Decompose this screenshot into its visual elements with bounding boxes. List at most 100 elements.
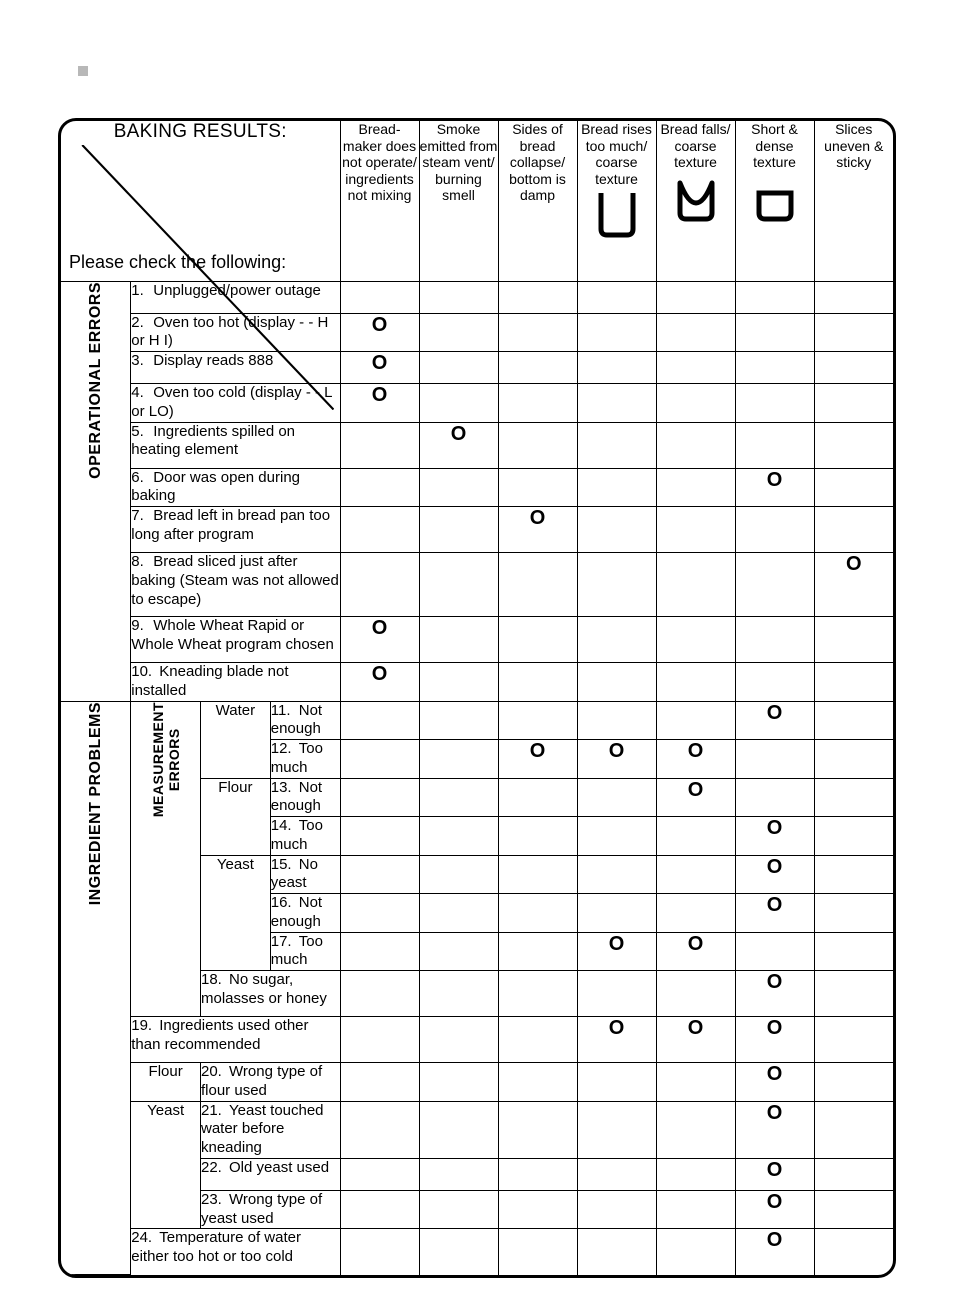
mark-cell <box>814 468 893 507</box>
mark-cell <box>814 313 893 352</box>
col-head-label: Sides of bread collapse/ bottom is damp <box>509 121 566 203</box>
sub-yeast: Yeast <box>201 855 271 971</box>
mark-cell: O <box>735 971 814 1017</box>
mark-cell <box>814 971 893 1017</box>
table-row: OPERATIONAL ERRORS 1.Unplugged/power out… <box>61 281 893 313</box>
mark-cell <box>656 1101 735 1158</box>
mark-cell <box>577 894 656 933</box>
cause-cell: 20.Wrong type of flour used <box>201 1063 341 1102</box>
mark-cell <box>419 894 498 933</box>
mark-cell <box>340 932 419 971</box>
mark-cell <box>814 422 893 468</box>
mark-cell: O <box>656 778 735 817</box>
sub-flour-2: Flour <box>131 1063 201 1102</box>
cause-cell: 6.Door was open during baking <box>131 468 340 507</box>
mark-cell <box>814 894 893 933</box>
mark-cell: O <box>656 740 735 779</box>
mark-cell <box>735 663 814 702</box>
mark-cell <box>419 932 498 971</box>
mark-cell <box>814 507 893 553</box>
mark-cell <box>577 971 656 1017</box>
mark-cell: O <box>735 817 814 856</box>
mark-cell <box>498 701 577 740</box>
mark-cell <box>498 971 577 1017</box>
troubleshooting-chart: BAKING RESULTS: Please check the followi… <box>58 118 896 1278</box>
mark-cell <box>498 894 577 933</box>
cause-cell: 22.Old yeast used <box>201 1158 341 1190</box>
mark-cell <box>656 1229 735 1275</box>
mark-cell <box>577 1158 656 1190</box>
mark-cell <box>419 663 498 702</box>
mark-cell <box>340 1158 419 1190</box>
table-row: 5.Ingredients spilled on heating element… <box>61 422 893 468</box>
col-head-c1: Bread- maker does not operate/ ingredien… <box>340 121 419 281</box>
section-measurement: MEASUREMENT ERRORS <box>131 701 201 1017</box>
mark-cell: O <box>340 384 419 423</box>
cause-cell: 23.Wrong type of yeast used <box>201 1190 341 1229</box>
mark-cell <box>577 663 656 702</box>
loaf-tall-icon <box>593 193 641 239</box>
mark-cell <box>656 507 735 553</box>
sub-water: Water <box>201 701 271 778</box>
section-operational: OPERATIONAL ERRORS <box>61 281 131 701</box>
mark-cell <box>656 971 735 1017</box>
mark-cell <box>814 617 893 663</box>
col-head-c2: Smoke emitted from steam vent/ burning s… <box>419 121 498 281</box>
mark-cell <box>656 468 735 507</box>
mark-cell <box>735 352 814 384</box>
mark-cell <box>498 313 577 352</box>
cause-cell: 11.Not enough <box>270 701 340 740</box>
mark-cell <box>656 313 735 352</box>
cause-cell: 18.No sugar, molasses or honey <box>201 971 341 1017</box>
mark-cell <box>814 1017 893 1063</box>
table-row: Flour 20.Wrong type of flour used O <box>61 1063 893 1102</box>
mark-cell: O <box>735 894 814 933</box>
mark-cell: O <box>735 1229 814 1275</box>
cause-text: Door was open during baking <box>131 469 300 505</box>
mark-cell <box>577 384 656 423</box>
col-head-c4: Bread rises too much/ coarse texture <box>577 121 656 281</box>
mark-cell: O <box>735 1063 814 1102</box>
mark-cell <box>577 1101 656 1158</box>
mark-cell <box>735 281 814 313</box>
loaf-short-icon <box>751 177 799 223</box>
mark-cell <box>419 313 498 352</box>
table-row: 7.Bread left in bread pan too long after… <box>61 507 893 553</box>
mark-cell <box>498 384 577 423</box>
cause-text: Oven too cold (display - - L or LO) <box>131 384 332 420</box>
mark-cell <box>419 1017 498 1063</box>
mark-cell <box>577 855 656 894</box>
mark-cell: O <box>656 1017 735 1063</box>
mark-cell <box>340 1190 419 1229</box>
loaf-sunk-icon <box>672 177 720 223</box>
cause-cell: 10.Kneading blade not installed <box>131 663 340 702</box>
mark-cell <box>340 971 419 1017</box>
mark-cell <box>498 1190 577 1229</box>
mark-cell <box>814 384 893 423</box>
cause-text: Unplugged/power outage <box>153 282 321 299</box>
chart-title: BAKING RESULTS: <box>61 121 340 143</box>
mark-cell <box>656 855 735 894</box>
mark-cell <box>814 1190 893 1229</box>
page-corner-marker <box>78 66 88 76</box>
mark-cell <box>498 553 577 617</box>
mark-cell <box>340 817 419 856</box>
mark-cell <box>735 778 814 817</box>
mark-cell <box>340 778 419 817</box>
table-row: 3.Display reads 888 O <box>61 352 893 384</box>
cause-text: Bread sliced just after baking (Steam wa… <box>131 553 339 608</box>
mark-cell: O <box>340 313 419 352</box>
cause-text: Oven too hot (display - - H or H I) <box>131 314 328 350</box>
mark-cell <box>735 313 814 352</box>
mark-cell <box>656 1158 735 1190</box>
mark-cell <box>419 352 498 384</box>
mark-cell <box>419 468 498 507</box>
mark-cell <box>498 1229 577 1275</box>
cause-cell: 16.Not enough <box>270 894 340 933</box>
mark-cell <box>498 468 577 507</box>
mark-cell <box>577 1063 656 1102</box>
mark-cell <box>735 507 814 553</box>
mark-cell <box>419 1063 498 1102</box>
col-head-label: Short & dense texture <box>751 121 798 170</box>
mark-cell <box>577 313 656 352</box>
